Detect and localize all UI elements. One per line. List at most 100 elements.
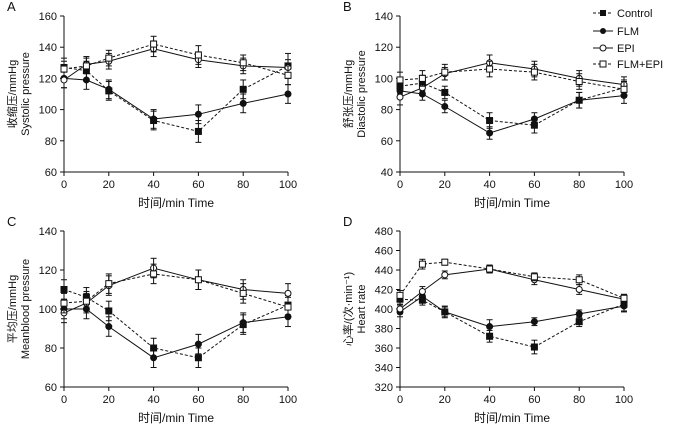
y-tick-label: 140	[375, 11, 393, 23]
data-point	[396, 76, 404, 84]
y-tick-label: 340	[375, 363, 393, 375]
y-tick-label: 360	[375, 343, 393, 355]
y-tick-label: 100	[39, 105, 57, 117]
legend: Control FLM EPI FLM+EPI	[593, 8, 663, 71]
data-point	[194, 51, 202, 59]
x-tick-label: 80	[237, 394, 249, 406]
y-tick-label: 80	[45, 136, 57, 148]
data-point	[284, 289, 292, 297]
x-tick-label: 60	[528, 179, 540, 191]
data-point	[441, 88, 449, 96]
y-tick-label: 160	[39, 11, 57, 23]
x-tick-label: 0	[61, 394, 67, 406]
series-flm	[60, 68, 292, 129]
data-point	[486, 117, 494, 125]
series-flm	[60, 298, 292, 368]
series-line	[399, 82, 625, 126]
data-point	[575, 96, 583, 104]
data-point	[60, 76, 68, 84]
data-point	[82, 297, 90, 305]
x-tick-label: 40	[483, 179, 495, 191]
data-point	[441, 271, 449, 279]
data-point	[284, 71, 292, 79]
series-line	[399, 268, 625, 310]
series-line	[63, 48, 289, 81]
x-axis-label: 时间/min Time	[138, 411, 214, 425]
data-point	[284, 303, 292, 311]
x-tick-label: 60	[192, 179, 204, 191]
x-tick-label: 40	[147, 394, 159, 406]
data-point	[575, 318, 583, 326]
y-tick-label: 60	[381, 136, 393, 148]
x-tick-label: 60	[528, 394, 540, 406]
data-point	[194, 276, 202, 284]
legend-entry-flmepi: FLM+EPI	[593, 59, 663, 71]
data-point	[486, 129, 494, 137]
series-epi	[396, 264, 628, 315]
legend-label-flmepi: FLM+EPI	[617, 59, 663, 71]
data-point	[575, 310, 583, 318]
legend-entry-flm: FLM	[593, 26, 639, 38]
data-point	[530, 68, 538, 76]
y-tick-label: 120	[39, 265, 57, 277]
data-point	[194, 340, 202, 348]
data-point	[194, 127, 202, 135]
x-tick-label: 40	[483, 394, 495, 406]
y-tick-label: 400	[375, 304, 393, 316]
series-flm	[396, 84, 628, 140]
legend-label-control: Control	[617, 8, 652, 20]
data-point	[575, 78, 583, 86]
series-line	[63, 65, 289, 132]
y-axis-label-cn: 心率/(次·min⁻¹)	[341, 272, 355, 346]
x-tick-label: 100	[615, 179, 633, 191]
series-line	[63, 289, 289, 359]
y-axis-label-en: Systolic pressure	[20, 52, 32, 136]
x-tick-label: 20	[103, 179, 115, 191]
series-line	[63, 267, 289, 314]
panel-label: D	[343, 214, 352, 229]
x-axis-label: 时间/min Time	[474, 411, 550, 425]
x-tick-label: 60	[192, 394, 204, 406]
data-point	[105, 280, 113, 288]
data-point	[150, 115, 158, 123]
data-point	[441, 308, 449, 316]
series-control	[396, 74, 628, 134]
x-axis-label: 时间/min Time	[474, 196, 550, 210]
series-line	[63, 77, 289, 120]
series-line	[399, 295, 625, 328]
data-point	[396, 291, 404, 299]
y-tick-label: 100	[375, 73, 393, 85]
x-tick-label: 0	[61, 179, 67, 191]
data-point	[620, 294, 628, 302]
data-point	[486, 65, 494, 73]
series-flm-epi	[396, 258, 628, 303]
data-point	[239, 59, 247, 67]
data-point	[620, 85, 628, 93]
y-tick-label: 460	[375, 246, 393, 258]
data-point	[105, 54, 113, 62]
data-point	[441, 68, 449, 76]
x-tick-label: 20	[439, 179, 451, 191]
data-point	[441, 258, 449, 266]
y-tick-label: 120	[375, 42, 393, 54]
data-point	[575, 276, 583, 284]
data-point	[105, 85, 113, 93]
x-tick-label: 100	[279, 394, 297, 406]
data-point	[530, 318, 538, 326]
series-control	[60, 279, 292, 368]
data-point	[82, 76, 90, 84]
panel-label: B	[343, 0, 352, 14]
data-point	[150, 40, 158, 48]
series-line	[399, 261, 625, 299]
series-line	[399, 62, 625, 98]
data-point	[82, 62, 90, 70]
data-point	[239, 319, 247, 327]
panel-label: C	[7, 214, 16, 229]
x-tick-label: 20	[103, 394, 115, 406]
data-point	[441, 102, 449, 110]
panel-d: D 320 340 360 380 400 420 440 460 480 0 20 40 60 80 100…	[341, 214, 633, 425]
series-epi	[60, 40, 292, 89]
legend-entry-control: Control	[593, 8, 652, 20]
panel-b: B 40 60 80 100 120 140 0 20 40 60 80 100 时间/min Time 舒…	[341, 0, 633, 210]
